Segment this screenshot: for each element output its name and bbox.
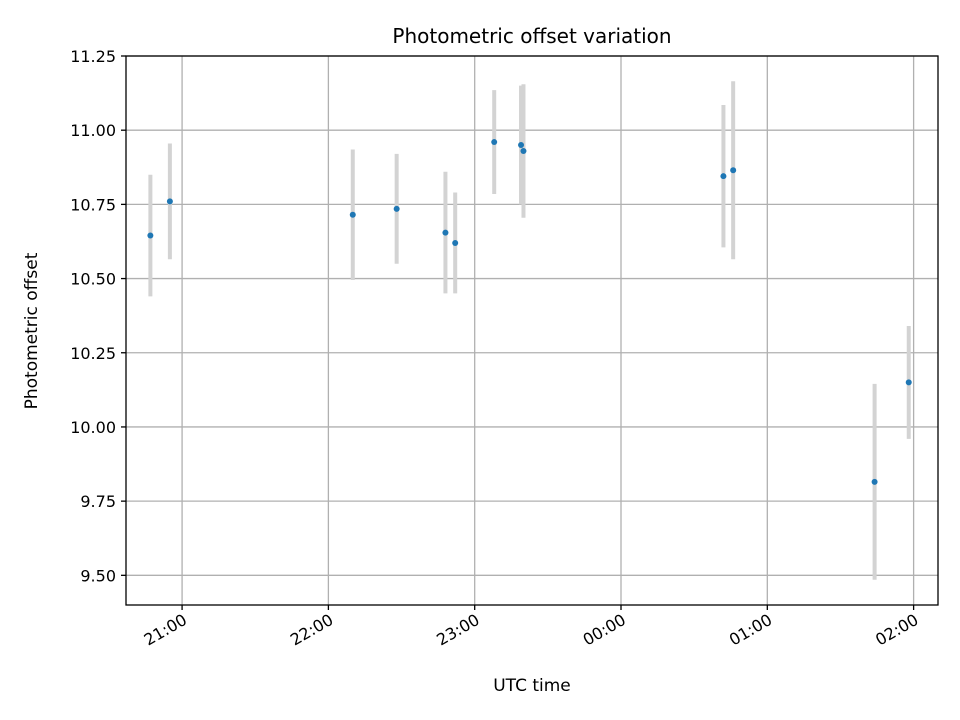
- y-tick-label: 11.25: [70, 47, 116, 66]
- data-point: [905, 379, 912, 386]
- y-tick-label: 10.00: [70, 418, 116, 437]
- chart-title: Photometric offset variation: [392, 24, 671, 48]
- data-point: [730, 167, 737, 174]
- data-point: [349, 211, 356, 218]
- data-point: [452, 239, 459, 246]
- y-tick-label: 9.75: [80, 492, 116, 511]
- data-point: [518, 142, 525, 149]
- plot-frame: [125, 55, 939, 606]
- data-point: [720, 173, 727, 180]
- data-point: [166, 198, 173, 205]
- data-point: [871, 478, 878, 485]
- data-point: [442, 229, 449, 236]
- y-tick-label: 9.50: [80, 566, 116, 585]
- data-point: [393, 205, 400, 212]
- data-point: [520, 147, 527, 154]
- data-point: [491, 139, 498, 146]
- y-tick-label: 10.75: [70, 195, 116, 214]
- y-axis-title: Photometric offset: [22, 252, 42, 409]
- y-tick-label: 10.50: [70, 270, 116, 289]
- y-tick-label: 11.00: [70, 121, 116, 140]
- data-points: [147, 139, 912, 485]
- x-axis-title: UTC time: [493, 676, 571, 696]
- data-point: [147, 232, 154, 239]
- y-tick-label: 10.25: [70, 344, 116, 363]
